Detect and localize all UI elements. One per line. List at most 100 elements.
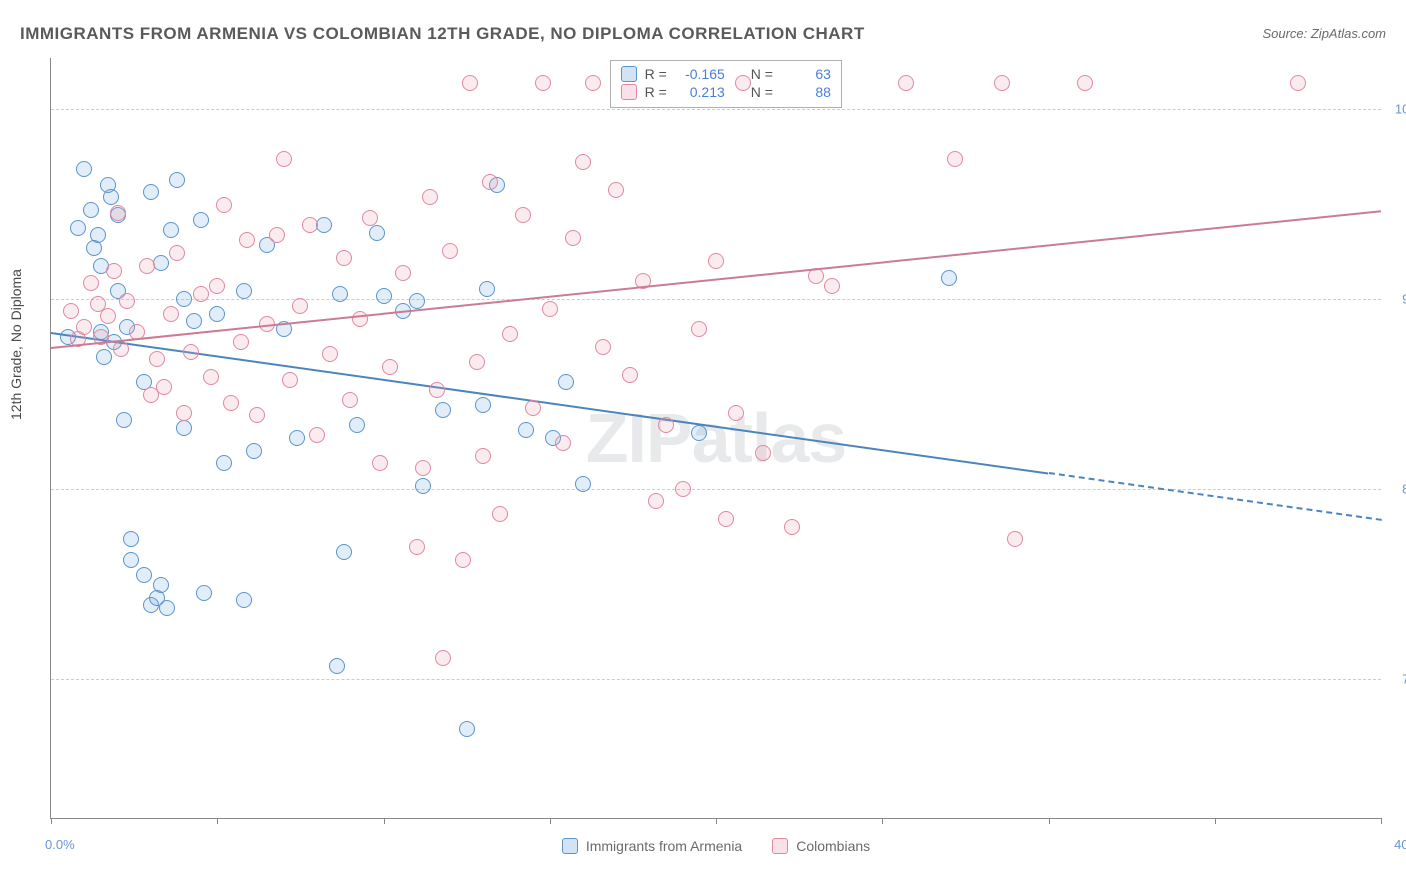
data-point (76, 161, 92, 177)
trend-line (51, 332, 1049, 475)
ytick-label: 100.0% (1385, 101, 1406, 116)
data-point (63, 303, 79, 319)
data-point (595, 339, 611, 355)
gridline (51, 489, 1381, 490)
data-point (216, 455, 232, 471)
xtick (550, 818, 551, 824)
data-point (492, 506, 508, 522)
data-point (96, 349, 112, 365)
ytick-label: 77.5% (1385, 671, 1406, 686)
legend-swatch-1 (772, 838, 788, 854)
data-point (163, 306, 179, 322)
data-point (784, 519, 800, 535)
scatter-plot-area: ZIPatlas R = -0.165 N = 63 R = 0.213 N =… (50, 58, 1381, 819)
xtick (384, 818, 385, 824)
data-point (658, 417, 674, 433)
xmax-label: 40.0% (1394, 837, 1406, 852)
data-point (249, 407, 265, 423)
data-point (209, 306, 225, 322)
xmin-label: 0.0% (45, 837, 75, 852)
data-point (362, 210, 378, 226)
data-point (755, 445, 771, 461)
data-point (675, 481, 691, 497)
data-point (289, 430, 305, 446)
data-point (558, 374, 574, 390)
data-point (1290, 75, 1306, 91)
data-point (302, 217, 318, 233)
data-point (691, 425, 707, 441)
data-point (163, 222, 179, 238)
data-point (282, 372, 298, 388)
data-point (429, 382, 445, 398)
data-point (110, 205, 126, 221)
data-point (183, 344, 199, 360)
data-point (994, 75, 1010, 91)
legend-item-series-1: Colombians (772, 838, 870, 854)
data-point (469, 354, 485, 370)
xtick (1381, 818, 1382, 824)
data-point (535, 75, 551, 91)
data-point (269, 227, 285, 243)
data-point (90, 227, 106, 243)
xtick (1049, 818, 1050, 824)
data-point (459, 721, 475, 737)
data-point (415, 460, 431, 476)
data-point (186, 313, 202, 329)
data-point (342, 392, 358, 408)
source-attribution: Source: ZipAtlas.com (1262, 26, 1386, 41)
data-point (136, 567, 152, 583)
swatch-series-1 (621, 84, 637, 100)
data-point (352, 311, 368, 327)
data-point (435, 402, 451, 418)
data-point (422, 189, 438, 205)
data-point (502, 326, 518, 342)
data-point (156, 379, 172, 395)
data-point (143, 184, 159, 200)
data-point (575, 154, 591, 170)
data-point (824, 278, 840, 294)
data-point (119, 293, 135, 309)
n-value-1: 88 (781, 84, 831, 100)
data-point (575, 476, 591, 492)
data-point (947, 151, 963, 167)
swatch-series-0 (621, 66, 637, 82)
data-point (435, 650, 451, 666)
data-point (139, 258, 155, 274)
data-point (395, 265, 411, 281)
y-axis-label: 12th Grade, No Diploma (8, 269, 24, 420)
ytick-label: 85.0% (1385, 481, 1406, 496)
data-point (515, 207, 531, 223)
xtick (51, 818, 52, 824)
data-point (83, 275, 99, 291)
chart-title: IMMIGRANTS FROM ARMENIA VS COLOMBIAN 12T… (20, 24, 865, 44)
data-point (442, 243, 458, 259)
data-point (176, 420, 192, 436)
data-point (116, 412, 132, 428)
data-point (941, 270, 957, 286)
bottom-legend: Immigrants from Armenia Colombians (51, 838, 1381, 854)
data-point (336, 250, 352, 266)
stats-row-series-1: R = 0.213 N = 88 (621, 83, 831, 101)
data-point (415, 478, 431, 494)
data-point (455, 552, 471, 568)
data-point (159, 600, 175, 616)
data-point (349, 417, 365, 433)
data-point (708, 253, 724, 269)
xtick (882, 818, 883, 824)
n-label-0: N = (751, 66, 773, 82)
ytick-label: 92.5% (1385, 291, 1406, 306)
legend-label-0: Immigrants from Armenia (586, 838, 742, 854)
data-point (518, 422, 534, 438)
data-point (322, 346, 338, 362)
n-label-1: N = (751, 84, 773, 100)
data-point (103, 189, 119, 205)
trend-line (51, 210, 1381, 349)
data-point (482, 174, 498, 190)
data-point (70, 220, 86, 236)
data-point (216, 197, 232, 213)
data-point (622, 367, 638, 383)
data-point (123, 552, 139, 568)
data-point (691, 321, 707, 337)
data-point (555, 435, 571, 451)
data-point (239, 232, 255, 248)
